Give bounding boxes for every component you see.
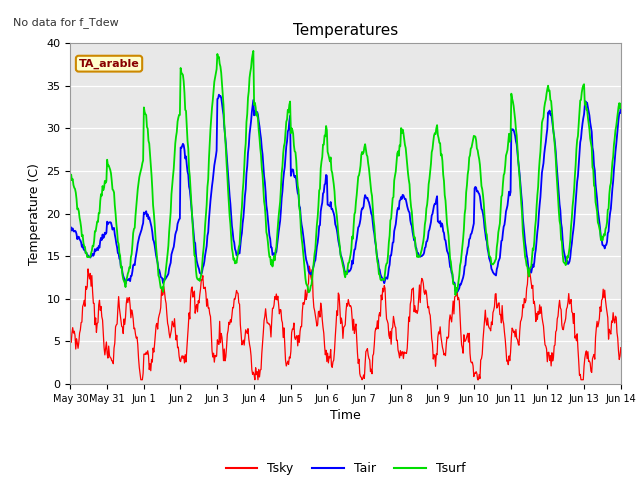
Tair: [219, 107, 227, 112]
Tsky: [617, 345, 625, 350]
Legend: Tsky, Tair, Tsurf: Tsky, Tair, Tsurf: [221, 457, 470, 480]
Tair: [77, 238, 84, 243]
Tair: [413, 250, 421, 256]
Tsky: [133, 334, 141, 340]
Tsurf: [67, 177, 74, 183]
Tsky: [190, 291, 198, 297]
Tsurf: [452, 292, 460, 298]
Y-axis label: Temperature (C): Temperature (C): [28, 163, 41, 264]
Tsky: [305, 263, 313, 269]
Tair: [215, 92, 223, 97]
Tsurf: [413, 254, 421, 260]
Tsurf: [617, 101, 625, 107]
Tair: [453, 289, 461, 295]
Tair: [67, 228, 74, 234]
Tsky: [430, 352, 438, 358]
Line: Tsky: Tsky: [70, 266, 621, 380]
Tair: [189, 222, 196, 228]
Line: Tsurf: Tsurf: [70, 51, 621, 295]
Tsurf: [429, 139, 437, 144]
Tair: [429, 206, 437, 212]
Tsky: [67, 336, 74, 342]
Tsky: [137, 377, 145, 383]
Tsurf: [133, 196, 141, 202]
Tsurf: [189, 228, 196, 234]
Tsky: [219, 344, 227, 350]
Text: No data for f_Tdew: No data for f_Tdew: [13, 17, 118, 28]
Tsurf: [77, 219, 84, 225]
Tsky: [77, 327, 84, 333]
Tsurf: [250, 48, 257, 54]
Tair: [617, 104, 625, 110]
Line: Tair: Tair: [70, 95, 621, 292]
X-axis label: Time: Time: [330, 409, 361, 422]
Tsurf: [218, 81, 226, 86]
Text: TA_arable: TA_arable: [79, 59, 140, 69]
Tair: [133, 247, 141, 252]
Title: Temperatures: Temperatures: [293, 23, 398, 38]
Tsky: [414, 307, 422, 313]
